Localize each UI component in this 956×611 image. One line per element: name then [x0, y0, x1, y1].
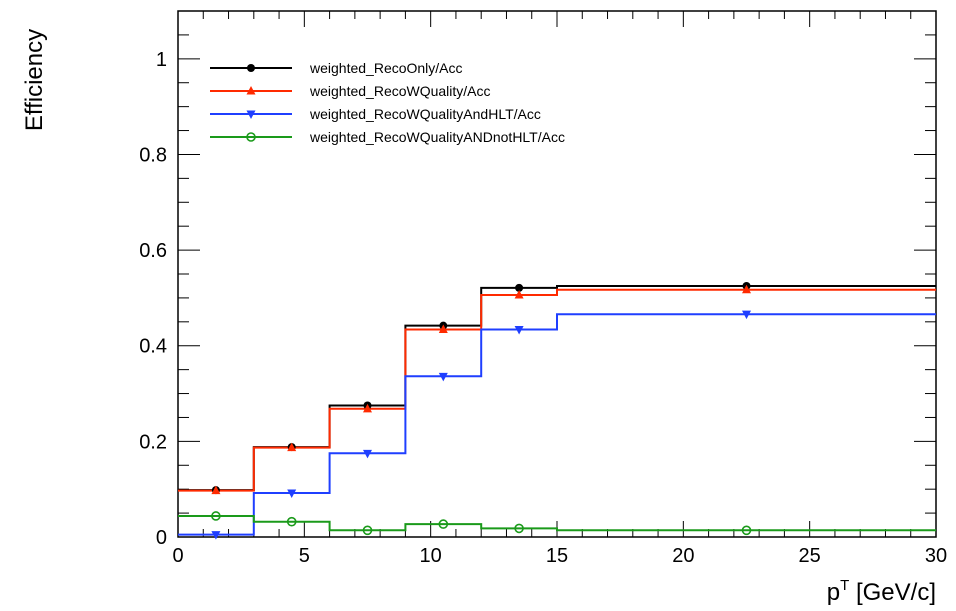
- x-tick-label: 25: [799, 545, 821, 567]
- legend: weighted_RecoOnly/Acc weighted_RecoWQuali…: [210, 60, 565, 145]
- x-axis-title: pT [GeV/c]: [827, 577, 936, 606]
- tick-labels: 0 5 10 15 20 25 30 0 0.2 0.4 0.6 0.8 1: [139, 49, 947, 567]
- series-2-point: [211, 485, 221, 495]
- series-4-point: [514, 523, 524, 534]
- x-tick-label: 5: [299, 545, 310, 567]
- series-2-point: [363, 403, 372, 413]
- series-3-point: [211, 531, 221, 540]
- x-tick-label: 15: [546, 545, 568, 567]
- y-tick-label: 0.4: [139, 336, 167, 358]
- series-4-point: [362, 525, 373, 536]
- y-axis-title: Efficiency: [21, 29, 48, 131]
- legend-marker-4: [246, 132, 256, 142]
- series-4-point: [286, 516, 297, 527]
- x-axis-title-symbol: p: [827, 579, 840, 606]
- series-3-point: [742, 310, 751, 320]
- series-line-4: [178, 515, 936, 532]
- y-tick-label: 1: [156, 49, 167, 71]
- x-tick-label: 0: [172, 545, 183, 567]
- series-4-point: [438, 519, 449, 529]
- series-lines: [178, 285, 936, 536]
- series-2-point: [438, 324, 448, 333]
- legend-label-2: weighted_RecoWQuality/Acc: [309, 83, 491, 99]
- legend-marker-3: [246, 110, 256, 119]
- axis-ticks: [177, 10, 937, 538]
- series-3-point: [438, 372, 448, 382]
- series-2-point: [742, 284, 751, 294]
- legend-marker-1: [247, 64, 255, 72]
- y-tick-label: 0.6: [139, 240, 167, 262]
- series-3-point: [363, 449, 372, 459]
- plot-frame: [177, 10, 937, 538]
- x-tick-label: 10: [420, 545, 442, 567]
- x-tick-label: 30: [925, 545, 947, 567]
- series-2-point: [514, 290, 524, 299]
- series-3-point: [514, 325, 524, 335]
- series-line-3: [178, 313, 936, 536]
- x-axis-title-unit: [GeV/c]: [849, 579, 936, 606]
- data-markers: [211, 281, 752, 540]
- y-tick-label: 0.2: [139, 431, 167, 453]
- series-2-point: [287, 442, 297, 452]
- y-tick-label: 0: [156, 527, 167, 549]
- x-axis-title-superscript: T: [840, 577, 849, 594]
- x-tick-label: 20: [672, 545, 694, 567]
- series-1-point: [515, 283, 524, 292]
- legend-label-1: weighted_RecoOnly/Acc: [309, 60, 463, 76]
- series-4-point: [741, 525, 752, 536]
- legend-label-4: weighted_RecoWQualityANDnotHLT/Acc: [309, 129, 565, 145]
- series-4-point: [211, 511, 221, 521]
- legend-label-3: weighted_RecoWQualityAndHLT/Acc: [309, 106, 541, 122]
- legend-marker-2: [246, 86, 256, 95]
- series-3-point: [287, 489, 297, 499]
- y-tick-label: 0.8: [139, 144, 167, 166]
- series-line-2: [178, 288, 936, 492]
